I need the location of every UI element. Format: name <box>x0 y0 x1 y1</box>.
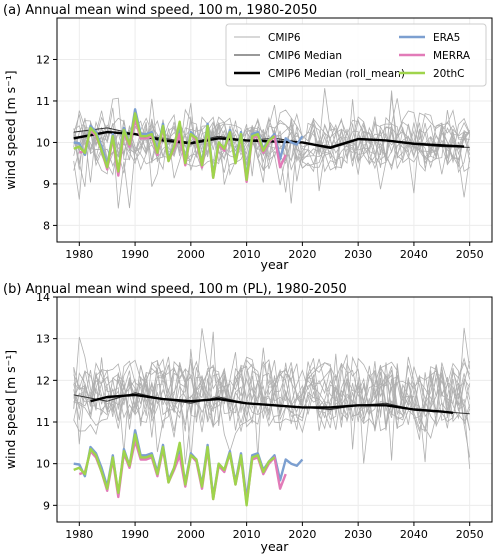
x-tick-label: 1990 <box>121 528 149 541</box>
cmip6-member-line <box>73 372 471 469</box>
x-tick-label: 2020 <box>288 528 316 541</box>
y-tick-label: 13 <box>36 333 50 346</box>
x-tick-label: 2000 <box>177 528 205 541</box>
y-tick-label: 11 <box>36 416 50 429</box>
y-tick-label: 10 <box>36 136 50 149</box>
legend-label-cmip6-median-roll-mean: CMIP6 Median (roll_mean) <box>268 68 405 80</box>
x-tick-label: 2040 <box>400 528 428 541</box>
series-20thc <box>73 112 276 182</box>
y-tick-label: 14 <box>36 291 50 304</box>
cmip6-member-line <box>73 110 471 190</box>
y-tick-label: 10 <box>36 458 50 471</box>
y-axis-label: wind speed [m s⁻¹] <box>3 70 18 189</box>
y-tick-label: 11 <box>36 95 50 108</box>
cmip6-member-line <box>73 336 471 414</box>
x-tick-label: 2040 <box>400 248 428 261</box>
legend: CMIP6 ERA5 CMIP6 Median MERRA CMIP6 Median (… <box>225 23 487 87</box>
legend-label-cmip6: CMIP6 <box>268 32 301 44</box>
legend-label-cmip6-median: CMIP6 Median <box>268 50 342 62</box>
plot-frame <box>56 17 493 243</box>
legend-box <box>225 23 487 87</box>
panel-b: 1980 1990 2000 2010 2020 2030 2040 2050 9 10 11 12 1… <box>3 282 493 554</box>
cmip6-member-line <box>73 327 471 420</box>
y-tick-label: 12 <box>36 374 50 387</box>
x-tick-label: 1980 <box>65 528 93 541</box>
plot-frame <box>56 296 493 523</box>
x-tick-label: 2010 <box>233 248 261 261</box>
y-tick-label: 9 <box>43 499 50 512</box>
y-tick-label: 9 <box>43 178 50 191</box>
y-tick-label: 8 <box>43 219 50 232</box>
x-axis-label: year <box>261 539 290 554</box>
x-tick-label: 2010 <box>233 528 261 541</box>
legend-label-era5: ERA5 <box>433 32 460 44</box>
x-tick-label: 2020 <box>288 248 316 261</box>
series-20thc <box>73 433 276 507</box>
cmip6-member-line <box>73 356 471 432</box>
cmip6-member-line <box>73 354 471 464</box>
x-tick-label: 1980 <box>65 248 93 261</box>
cmip6-member-line <box>73 352 471 458</box>
x-tick-label: 2030 <box>344 248 372 261</box>
cmip6-member-line <box>73 95 471 192</box>
cmip6-member-line <box>73 88 471 187</box>
series-cmip6-median-roll-mean <box>90 393 454 414</box>
y-axis-label: wind speed [m s⁻¹] <box>3 350 18 469</box>
legend-label-merra: MERRA <box>433 50 471 62</box>
x-tick-label: 1990 <box>121 248 149 261</box>
chart-title: (b) Annual mean wind speed, 100 m (PL), … <box>3 282 347 297</box>
cmip6-member-line <box>73 110 471 186</box>
x-tick-label: 2050 <box>456 528 484 541</box>
x-tick-label: 2050 <box>456 248 484 261</box>
x-tick-label: 2000 <box>177 248 205 261</box>
x-axis-label: year <box>261 257 290 272</box>
x-tick-label: 2030 <box>344 528 372 541</box>
cmip6-member-line <box>73 331 471 433</box>
panel-a: 1980 1990 2000 2010 2020 2030 2040 2050 8 9 10 11 12… <box>3 3 493 272</box>
chart-title: (a) Annual mean wind speed, 100 m, 1980-… <box>3 3 317 18</box>
y-tick-label: 12 <box>36 53 50 66</box>
legend-label-20thc: 20thC <box>433 68 464 80</box>
